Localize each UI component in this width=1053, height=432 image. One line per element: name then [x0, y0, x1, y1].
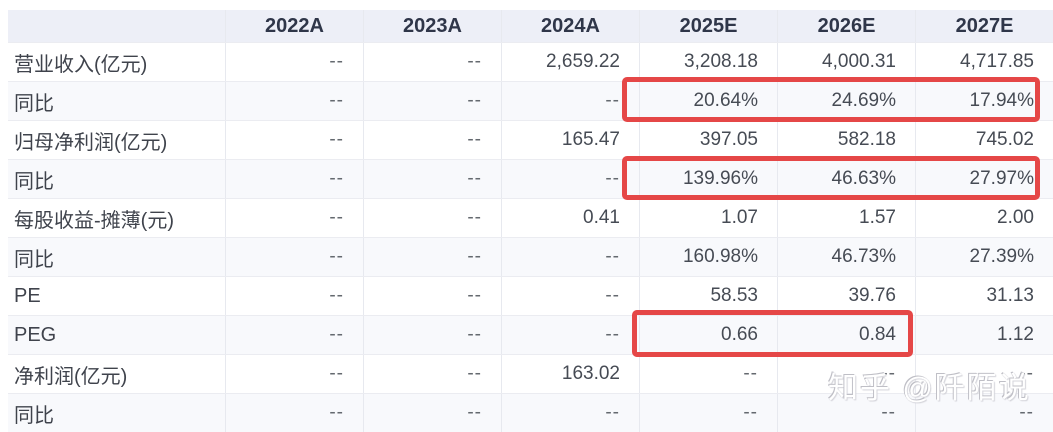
value-cell: 27.97% [915, 160, 1053, 198]
value-cell: -- [777, 394, 915, 432]
value-cell: -- [501, 160, 639, 198]
value-cell: -- [363, 238, 501, 276]
value-cell: -- [501, 238, 639, 276]
table-row: 同比 -- -- -- 20.64% 24.69% 17.94% [8, 81, 1053, 120]
value-cell: 165.47 [501, 121, 639, 159]
value-cell: -- [225, 199, 363, 237]
value-cell: 17.94% [915, 82, 1053, 120]
value-cell: -- [363, 394, 501, 432]
table-row: 每股收益-摊薄(元) -- -- 0.41 1.07 1.57 2.00 [8, 198, 1053, 237]
header-cell-year: 2025E [639, 10, 777, 42]
value-cell: 2.00 [915, 199, 1053, 237]
value-cell: -- [501, 277, 639, 315]
value-cell: 27.39% [915, 238, 1053, 276]
value-cell: -- [363, 316, 501, 354]
value-cell: 582.18 [777, 121, 915, 159]
header-cell-year: 2024A [501, 10, 639, 42]
value-cell: 0.66 [639, 316, 777, 354]
value-cell: 397.05 [639, 121, 777, 159]
header-cell-empty [8, 10, 225, 42]
row-label: 同比 [14, 92, 54, 115]
row-label: 营业收入(亿元) [14, 53, 148, 76]
value-cell: -- [639, 394, 777, 432]
value-cell: 1.12 [915, 316, 1053, 354]
table-row: 净利润(亿元) -- -- 163.02 -- -- -- [8, 354, 1053, 393]
row-label: PEG [14, 323, 57, 346]
row-label: 同比 [14, 170, 54, 193]
table-body: 营业收入(亿元) -- -- 2,659.22 3,208.18 4,000.31 4,71… [8, 42, 1053, 432]
value-cell: 58.53 [639, 277, 777, 315]
value-cell: 24.69% [777, 82, 915, 120]
value-cell: 0.41 [501, 199, 639, 237]
table-row: 同比 -- -- -- 139.96% 46.63% 27.97% [8, 159, 1053, 198]
header-cell-year: 2027E [915, 10, 1053, 42]
value-cell: -- [225, 121, 363, 159]
table-row: 归母净利润(亿元) -- -- 165.47 397.05 582.18 745.02 [8, 120, 1053, 159]
value-cell: 4,717.85 [915, 43, 1053, 81]
value-cell: 39.76 [777, 277, 915, 315]
value-cell: -- [363, 82, 501, 120]
value-cell: -- [915, 355, 1053, 393]
value-cell: -- [225, 394, 363, 432]
row-label: 同比 [14, 248, 54, 271]
value-cell: -- [363, 199, 501, 237]
header-cell-year: 2023A [363, 10, 501, 42]
header-cell-year: 2022A [225, 10, 363, 42]
table-header-row: 2022A 2023A 2024A 2025E 2026E 2027E [8, 10, 1053, 42]
table-row: PEG -- -- -- 0.66 0.84 1.12 [8, 315, 1053, 354]
value-cell: 139.96% [639, 160, 777, 198]
value-cell: 1.07 [639, 199, 777, 237]
row-label: PE [14, 284, 41, 307]
table-row: PE -- -- -- 58.53 39.76 31.13 [8, 276, 1053, 315]
value-cell: 46.63% [777, 160, 915, 198]
value-cell: 1.57 [777, 199, 915, 237]
value-cell: -- [501, 316, 639, 354]
value-cell: -- [363, 355, 501, 393]
value-cell: 20.64% [639, 82, 777, 120]
value-cell: 0.84 [777, 316, 915, 354]
row-label: 净利润(亿元) [14, 365, 128, 388]
value-cell: -- [363, 121, 501, 159]
value-cell: -- [225, 82, 363, 120]
financial-forecast-table: 2022A 2023A 2024A 2025E 2026E 2027E 营业收入(亿元) -… [8, 10, 1053, 432]
value-cell: -- [225, 43, 363, 81]
value-cell: -- [363, 43, 501, 81]
value-cell: -- [639, 355, 777, 393]
value-cell: 3,208.18 [639, 43, 777, 81]
value-cell: 46.73% [777, 238, 915, 276]
value-cell: -- [225, 355, 363, 393]
value-cell: -- [363, 160, 501, 198]
row-label: 每股收益-摊薄(元) [14, 209, 174, 232]
value-cell: 4,000.31 [777, 43, 915, 81]
row-label: 归母净利润(亿元) [14, 131, 168, 154]
value-cell: -- [501, 394, 639, 432]
value-cell: -- [363, 277, 501, 315]
value-cell: 31.13 [915, 277, 1053, 315]
table-row: 同比 -- -- -- -- -- -- [8, 393, 1053, 432]
value-cell: 745.02 [915, 121, 1053, 159]
value-cell: -- [777, 355, 915, 393]
value-cell: -- [915, 394, 1053, 432]
header-cell-year: 2026E [777, 10, 915, 42]
row-label: 同比 [14, 404, 54, 427]
table-row: 同比 -- -- -- 160.98% 46.73% 27.39% [8, 237, 1053, 276]
value-cell: 163.02 [501, 355, 639, 393]
value-cell: 2,659.22 [501, 43, 639, 81]
value-cell: -- [501, 82, 639, 120]
value-cell: -- [225, 238, 363, 276]
value-cell: -- [225, 160, 363, 198]
table-row: 营业收入(亿元) -- -- 2,659.22 3,208.18 4,000.31 4,71… [8, 42, 1053, 81]
value-cell: -- [225, 316, 363, 354]
value-cell: -- [225, 277, 363, 315]
value-cell: 160.98% [639, 238, 777, 276]
